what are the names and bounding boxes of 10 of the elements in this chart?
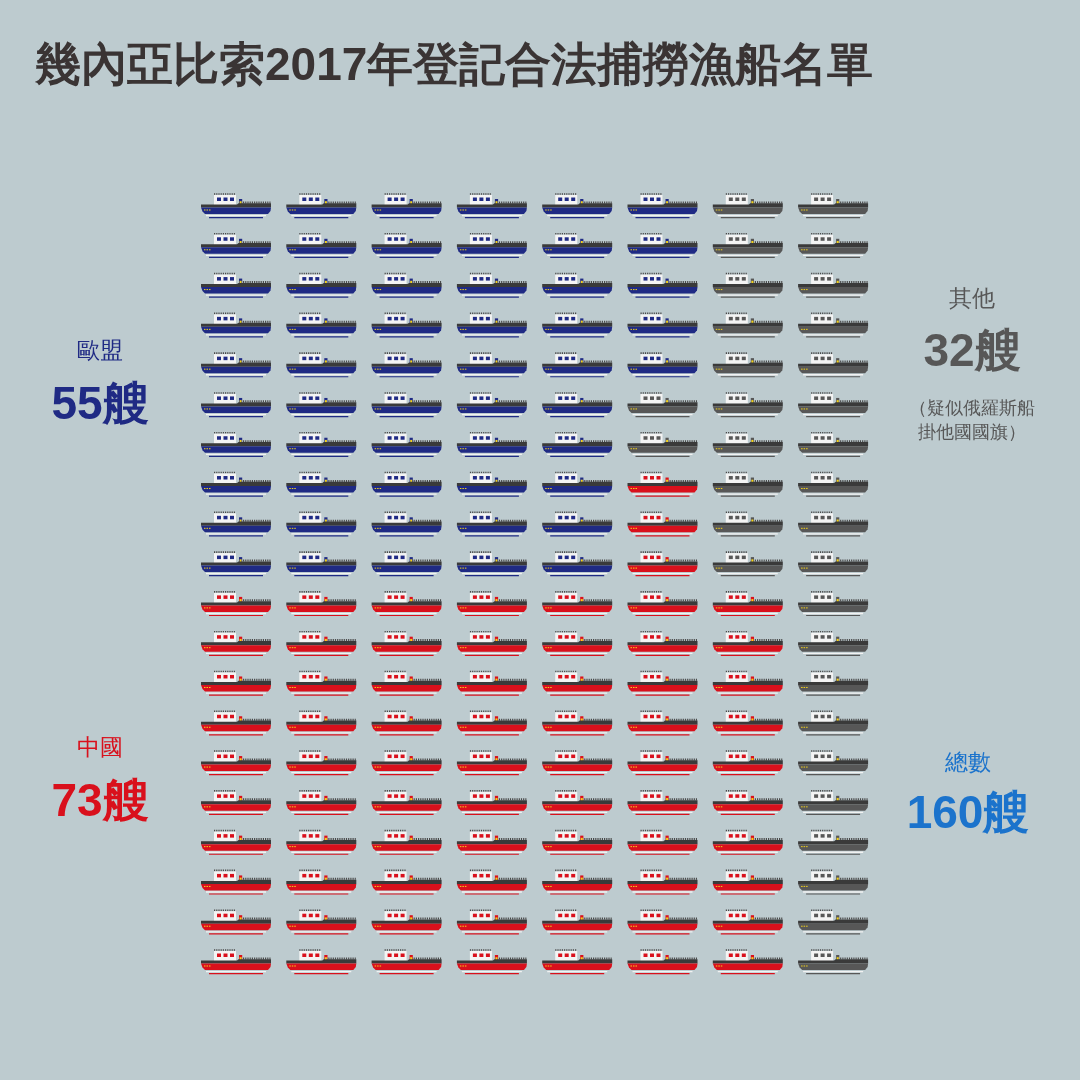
label-value: 73艘 [51,773,149,827]
label-value: 32艘 [923,323,1021,377]
label-category: 歐盟 [77,336,123,364]
label-category: 其他 [949,284,995,312]
title: 幾內亞比索2017年登記合法捕撈漁船名單 [35,37,874,91]
label-value: 55艘 [51,376,149,430]
annotation: （疑似俄羅斯船掛他國國旗） [908,397,1036,445]
label-category: 中國 [77,733,123,761]
annotation: 總數 [945,748,991,776]
annotation: 160艘 [906,785,1030,839]
